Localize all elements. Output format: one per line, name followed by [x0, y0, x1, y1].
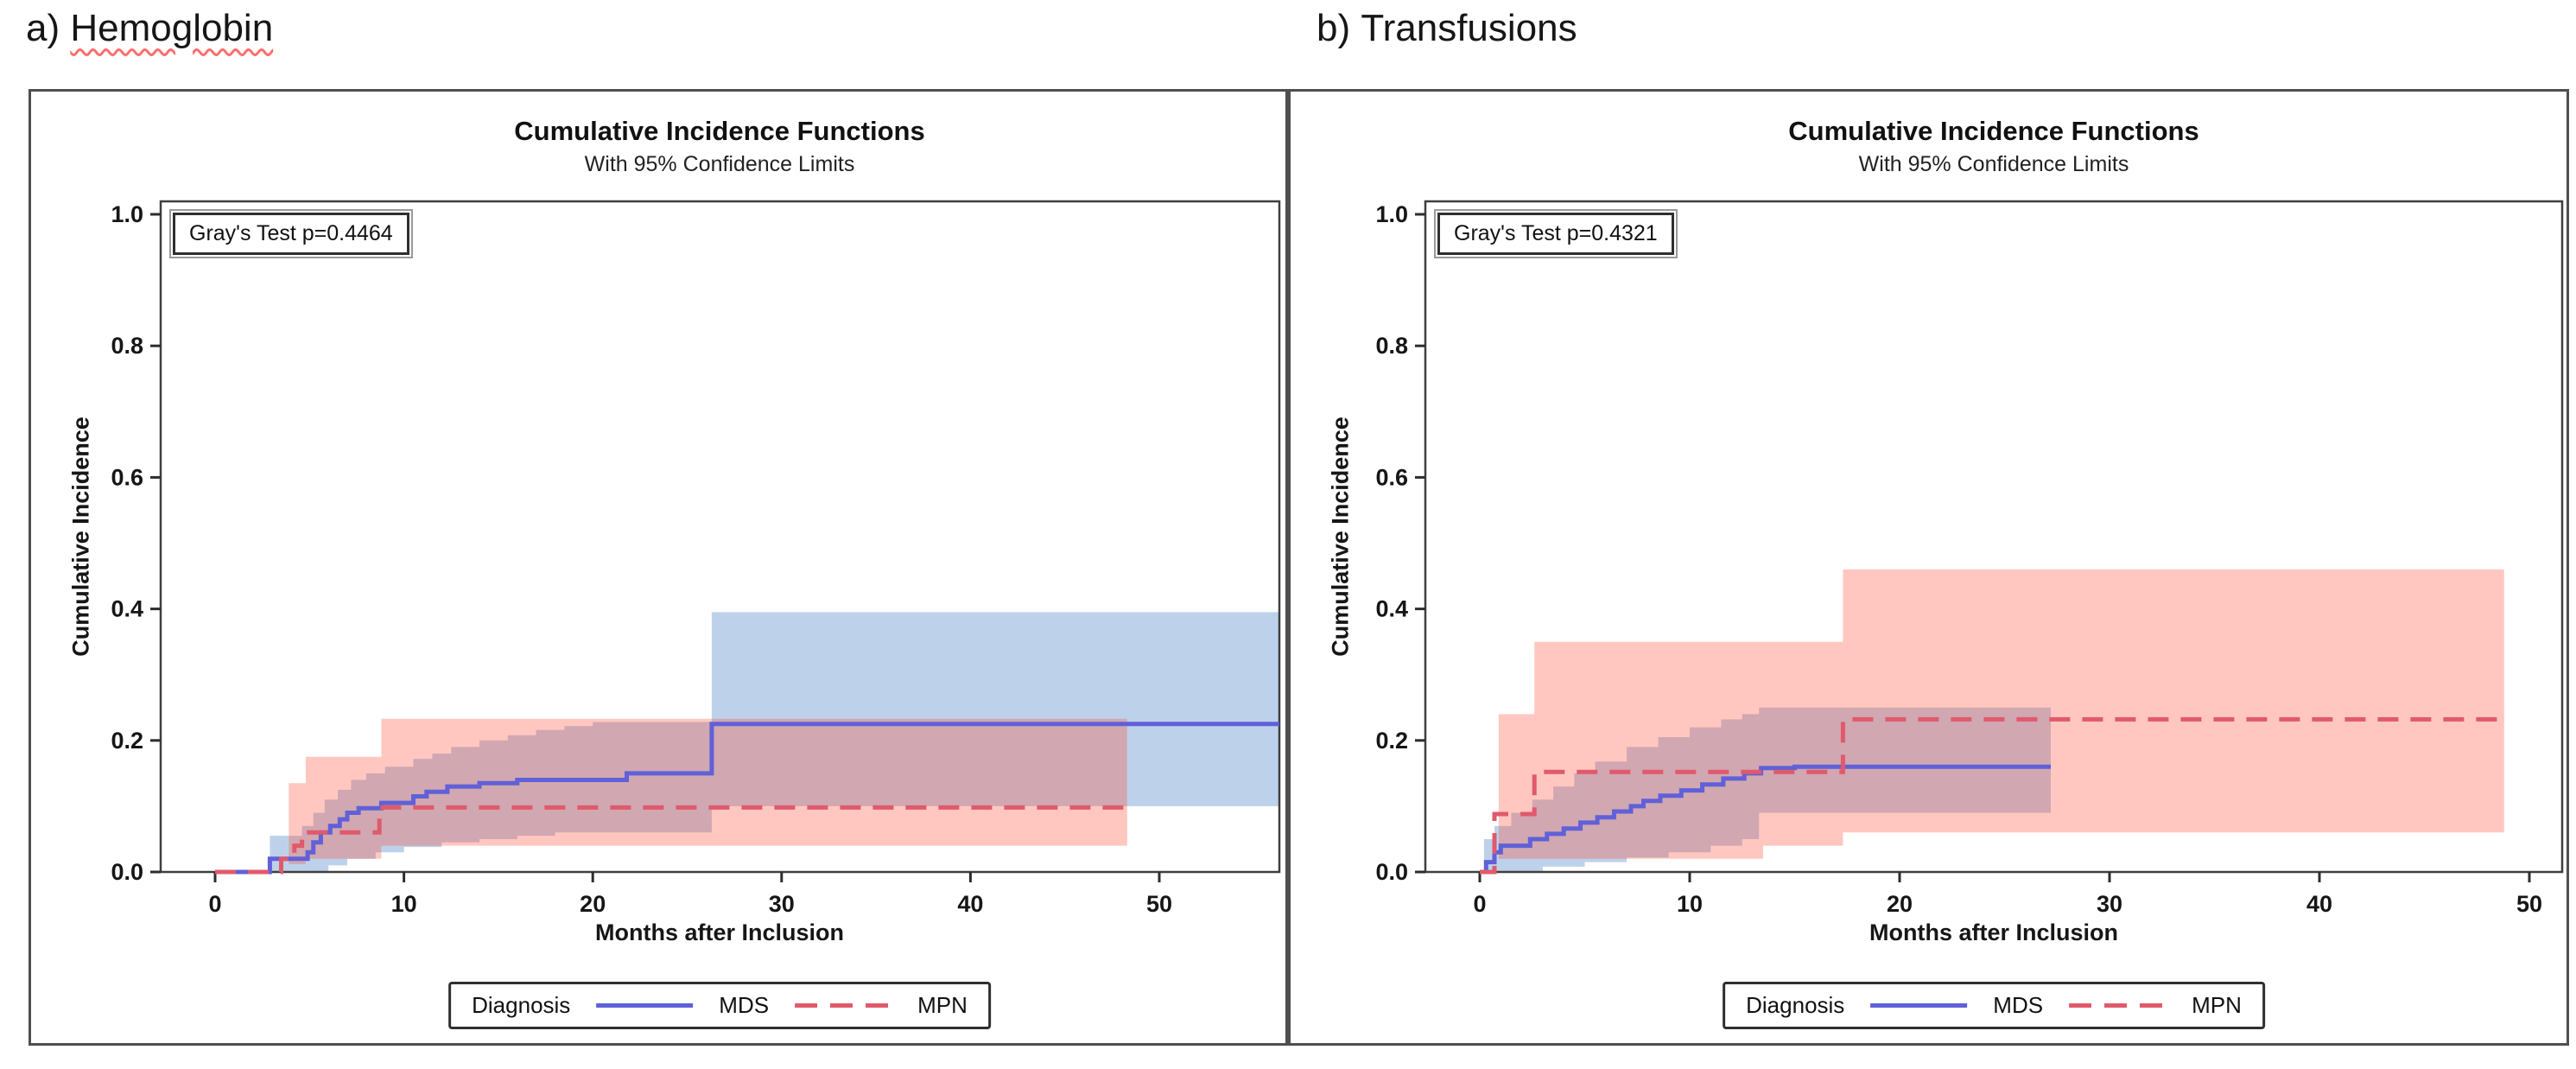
cif-plot-transfusions: 0 10 20 30 40 50 0.0 0.2 0.4 0.6 0.8 1.0: [1375, 200, 2564, 917]
plot-frame: [1424, 200, 2564, 874]
cif-curve-mpn: [1480, 716, 2504, 875]
cif-curve-mds: [1480, 764, 2051, 875]
panel-transfusions: Cumulative Incidence Functions With 95% …: [1288, 89, 2569, 1046]
x-tick-label: 50: [1146, 891, 1172, 917]
legend-mds-line-sample: [596, 1003, 694, 1008]
legend-title: Diagnosis: [1746, 992, 1845, 1018]
x-tick-label: 30: [769, 891, 795, 917]
x-tick-label: 10: [1677, 891, 1703, 917]
plot-frame: [159, 200, 1281, 874]
figure-label-a: a) Hemoglobin: [26, 7, 273, 50]
legend-mpn-label: MPN: [2192, 992, 2242, 1018]
grays-test-annotation: Gray's Test p=0.4464: [173, 213, 409, 255]
y-tick-label: 0.8: [1375, 333, 1408, 359]
figure-label-a-prefix: a): [26, 7, 60, 49]
x-tick-label: 0: [1473, 891, 1486, 917]
chart-subtitle: With 95% Confidence Limits: [1858, 152, 2129, 176]
ci-band-mds-95-ci: [1483, 707, 2051, 872]
y-tick-label: 1.0: [1375, 201, 1408, 227]
panel-hemoglobin: Cumulative Incidence Functions With 95% …: [29, 89, 1288, 1046]
chart-title: Cumulative Incidence Functions: [1788, 116, 2199, 146]
x-tick-label: 10: [391, 891, 417, 917]
x-tick-label: 50: [2516, 891, 2542, 917]
legend-mpn-line-sample: [795, 1003, 892, 1008]
chart-subtitle: With 95% Confidence Limits: [584, 152, 855, 176]
figure-label-b-word: Transfusions: [1361, 7, 1577, 49]
legend-mpn-line-sample: [2069, 1003, 2167, 1008]
ci-band-mpn-95-ci: [1498, 569, 2504, 859]
x-tick-label: 30: [2097, 891, 2122, 917]
y-tick-label: 0.6: [111, 464, 143, 490]
legend-mds-label: MDS: [719, 992, 770, 1018]
x-tick-label: 20: [1887, 891, 1913, 917]
grays-test-annotation: Gray's Test p=0.4321: [1437, 213, 1674, 255]
figure-label-b-prefix: b): [1317, 7, 1351, 49]
y-tick-label: 0.2: [111, 728, 143, 754]
y-tick-label: 0.2: [1375, 728, 1408, 754]
x-axis-label: Months after Inclusion: [1869, 919, 2119, 945]
y-tick-label: 0.0: [1375, 859, 1408, 885]
x-tick-label: 40: [957, 891, 983, 917]
x-tick-label: 0: [208, 891, 221, 917]
legend: Diagnosis MDS MPN: [448, 982, 991, 1029]
cif-curve-mpn: [215, 805, 1127, 875]
legend-title: Diagnosis: [472, 992, 571, 1018]
legend-mds-label: MDS: [1993, 992, 2044, 1018]
figure-label-a-word: Hemoglobin: [70, 7, 274, 49]
x-tick-label: 20: [580, 891, 606, 917]
y-tick-label: 0.6: [1375, 464, 1408, 490]
x-axis-label: Months after Inclusion: [594, 919, 845, 945]
cif-plot-hemoglobin: 0 10 20 30 40 50 0.0 0.2 0.4 0.6 0.8 1.0: [111, 200, 1281, 917]
x-tick-label: 40: [2306, 891, 2332, 917]
cif-curve-mds: [215, 722, 1279, 875]
y-tick-label: 0.8: [111, 333, 143, 359]
ci-band-mpn-95-ci: [289, 718, 1127, 864]
figure-label-b: b) Transfusions: [1317, 7, 1577, 50]
legend-mpn-label: MPN: [917, 992, 968, 1018]
y-tick-label: 0.4: [1375, 596, 1408, 622]
y-tick-label: 0.4: [111, 596, 143, 622]
legend: Diagnosis MDS MPN: [1723, 982, 2265, 1029]
chart-title: Cumulative Incidence Functions: [514, 116, 925, 146]
y-tick-label: 1.0: [111, 201, 143, 227]
y-tick-label: 0.0: [111, 859, 143, 885]
legend-mds-line-sample: [1870, 1003, 1968, 1008]
